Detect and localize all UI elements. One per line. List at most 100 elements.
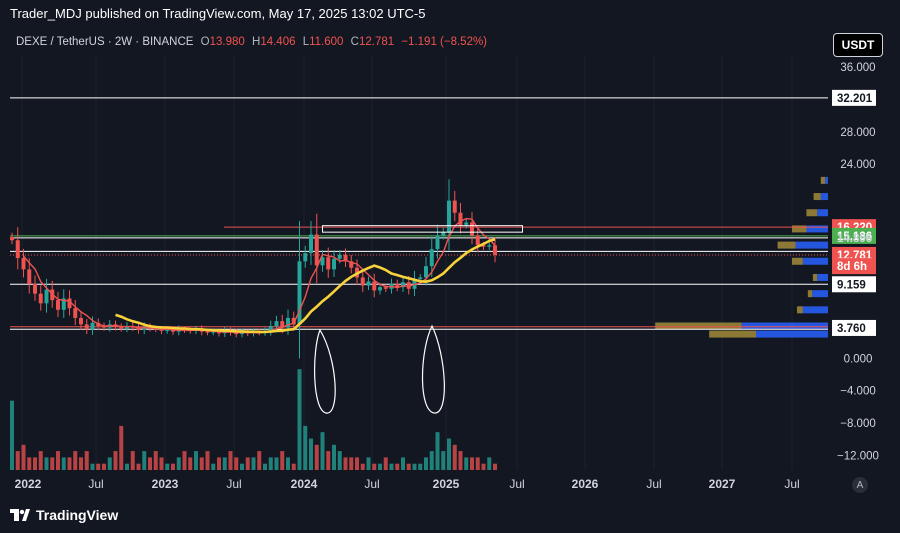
price-label: 14.896 [837,233,872,245]
volume-bar [102,463,106,470]
candle-body [171,330,175,332]
volume-bar [38,451,43,470]
candle-body [343,254,348,262]
candle-body [475,235,480,246]
vp-bar-up [817,273,828,281]
volume-bar [418,463,423,470]
vp-bar-up [806,225,828,233]
volume-bar [205,451,210,470]
volume-bar [383,457,388,470]
open-label: O [200,36,210,48]
vp-bar-up [817,209,828,217]
candle-body [159,329,164,331]
y-tick-label: −12.000 [837,450,879,462]
candle-body [56,300,60,310]
high-label: H [252,36,261,48]
y-tick-label: 0.000 [844,353,873,365]
volume-bar [412,463,417,470]
volume-bar [286,457,290,470]
vp-bar-up [795,241,828,249]
vp-bar-up [741,322,828,330]
candle-body [360,277,365,286]
close-label: C [350,36,359,48]
volume-bar [326,451,331,470]
candles [10,179,497,359]
candle-body [291,317,296,325]
volume-bar [79,457,83,470]
price-axis[interactable]: 36.000 28.000 24.000 0.000 −4.000 −8.000 −12.0… [832,62,879,462]
candle-body [470,222,474,236]
volume-bar [470,457,474,470]
high-value: 14.406 [260,36,296,48]
volume-bar [493,463,497,470]
volume-bar [481,463,486,470]
candle-body [73,308,78,318]
volume-bar [447,438,451,470]
price-label: 3.760 [837,323,866,335]
volume-bar [475,457,480,470]
currency-button[interactable]: USDT [833,33,883,57]
vp-bar-up [820,193,828,201]
volume-bar [113,451,118,470]
candle-body [487,245,492,247]
volume-bar [240,463,244,470]
volume-bar [10,400,14,470]
volume-bar [401,457,405,470]
y-tick-label: 36.000 [840,62,875,74]
time-axis[interactable]: 2022 Jul 2023 Jul 2024 Jul 2025 Jul 2026 Jul 2027 J… [15,477,800,491]
vp-bar-down [797,306,803,314]
candle-body [332,258,336,270]
auto-scale-button[interactable]: A [852,477,868,493]
x-tick-label: 2027 [709,477,736,491]
x-tick-label: Jul [784,477,799,491]
close-value: 12.781 [358,36,395,48]
candle-body [217,331,221,334]
volume-bar [314,444,319,470]
candle-body [303,253,308,262]
volume-bar [297,369,302,470]
volume-bar [435,432,440,470]
candle-body [314,234,319,266]
y-tick-label: 28.000 [840,127,875,139]
price-label: 9.159 [837,279,866,291]
candle-body [395,283,400,288]
volume-bar [73,451,78,470]
price-label-bg [832,319,876,336]
volume-bar [21,444,26,470]
open-value: 13.980 [209,36,245,48]
candle-body [84,324,89,330]
vp-bar-down [709,330,756,338]
candle-body [401,282,405,288]
volume-bar [343,457,348,470]
candle-body [280,321,285,328]
symbol-name[interactable]: DEXE / TetherUS · 2W · BINANCE [16,36,194,48]
candle-body [309,234,313,254]
tradingview-footer: TradingView [10,507,118,523]
volume-bar [199,457,204,470]
candle-body [435,235,440,250]
highlight-box[interactable] [322,225,523,233]
volume-bar [291,463,296,470]
volume-bar [27,457,32,470]
volume-bar [458,451,463,470]
vp-bar-up [756,330,828,338]
candle-body [90,322,95,330]
candle-body [38,293,43,304]
low-label: L [302,36,310,48]
volume-bar [429,451,434,470]
volume-bar [274,457,279,470]
volume-bar [182,451,187,470]
change-value: −1.191 (−8.52%) [401,36,488,48]
candle-body [378,287,382,291]
volume-bars [10,369,497,470]
price-levels [10,97,828,330]
ma-long-line [115,237,496,334]
volume-bar [355,457,359,470]
candle-body [44,289,49,304]
volume-bar [148,457,152,470]
volume-bar [159,457,164,470]
candle-body [349,261,354,268]
volume-bar [50,457,55,470]
vp-bar-up [812,290,828,298]
